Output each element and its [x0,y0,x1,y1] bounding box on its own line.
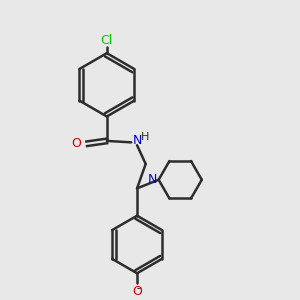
Text: H: H [141,132,150,142]
Text: Cl: Cl [101,34,113,47]
Text: O: O [132,285,142,298]
Text: N: N [148,173,157,186]
Text: N: N [133,134,142,147]
Text: O: O [72,137,82,150]
